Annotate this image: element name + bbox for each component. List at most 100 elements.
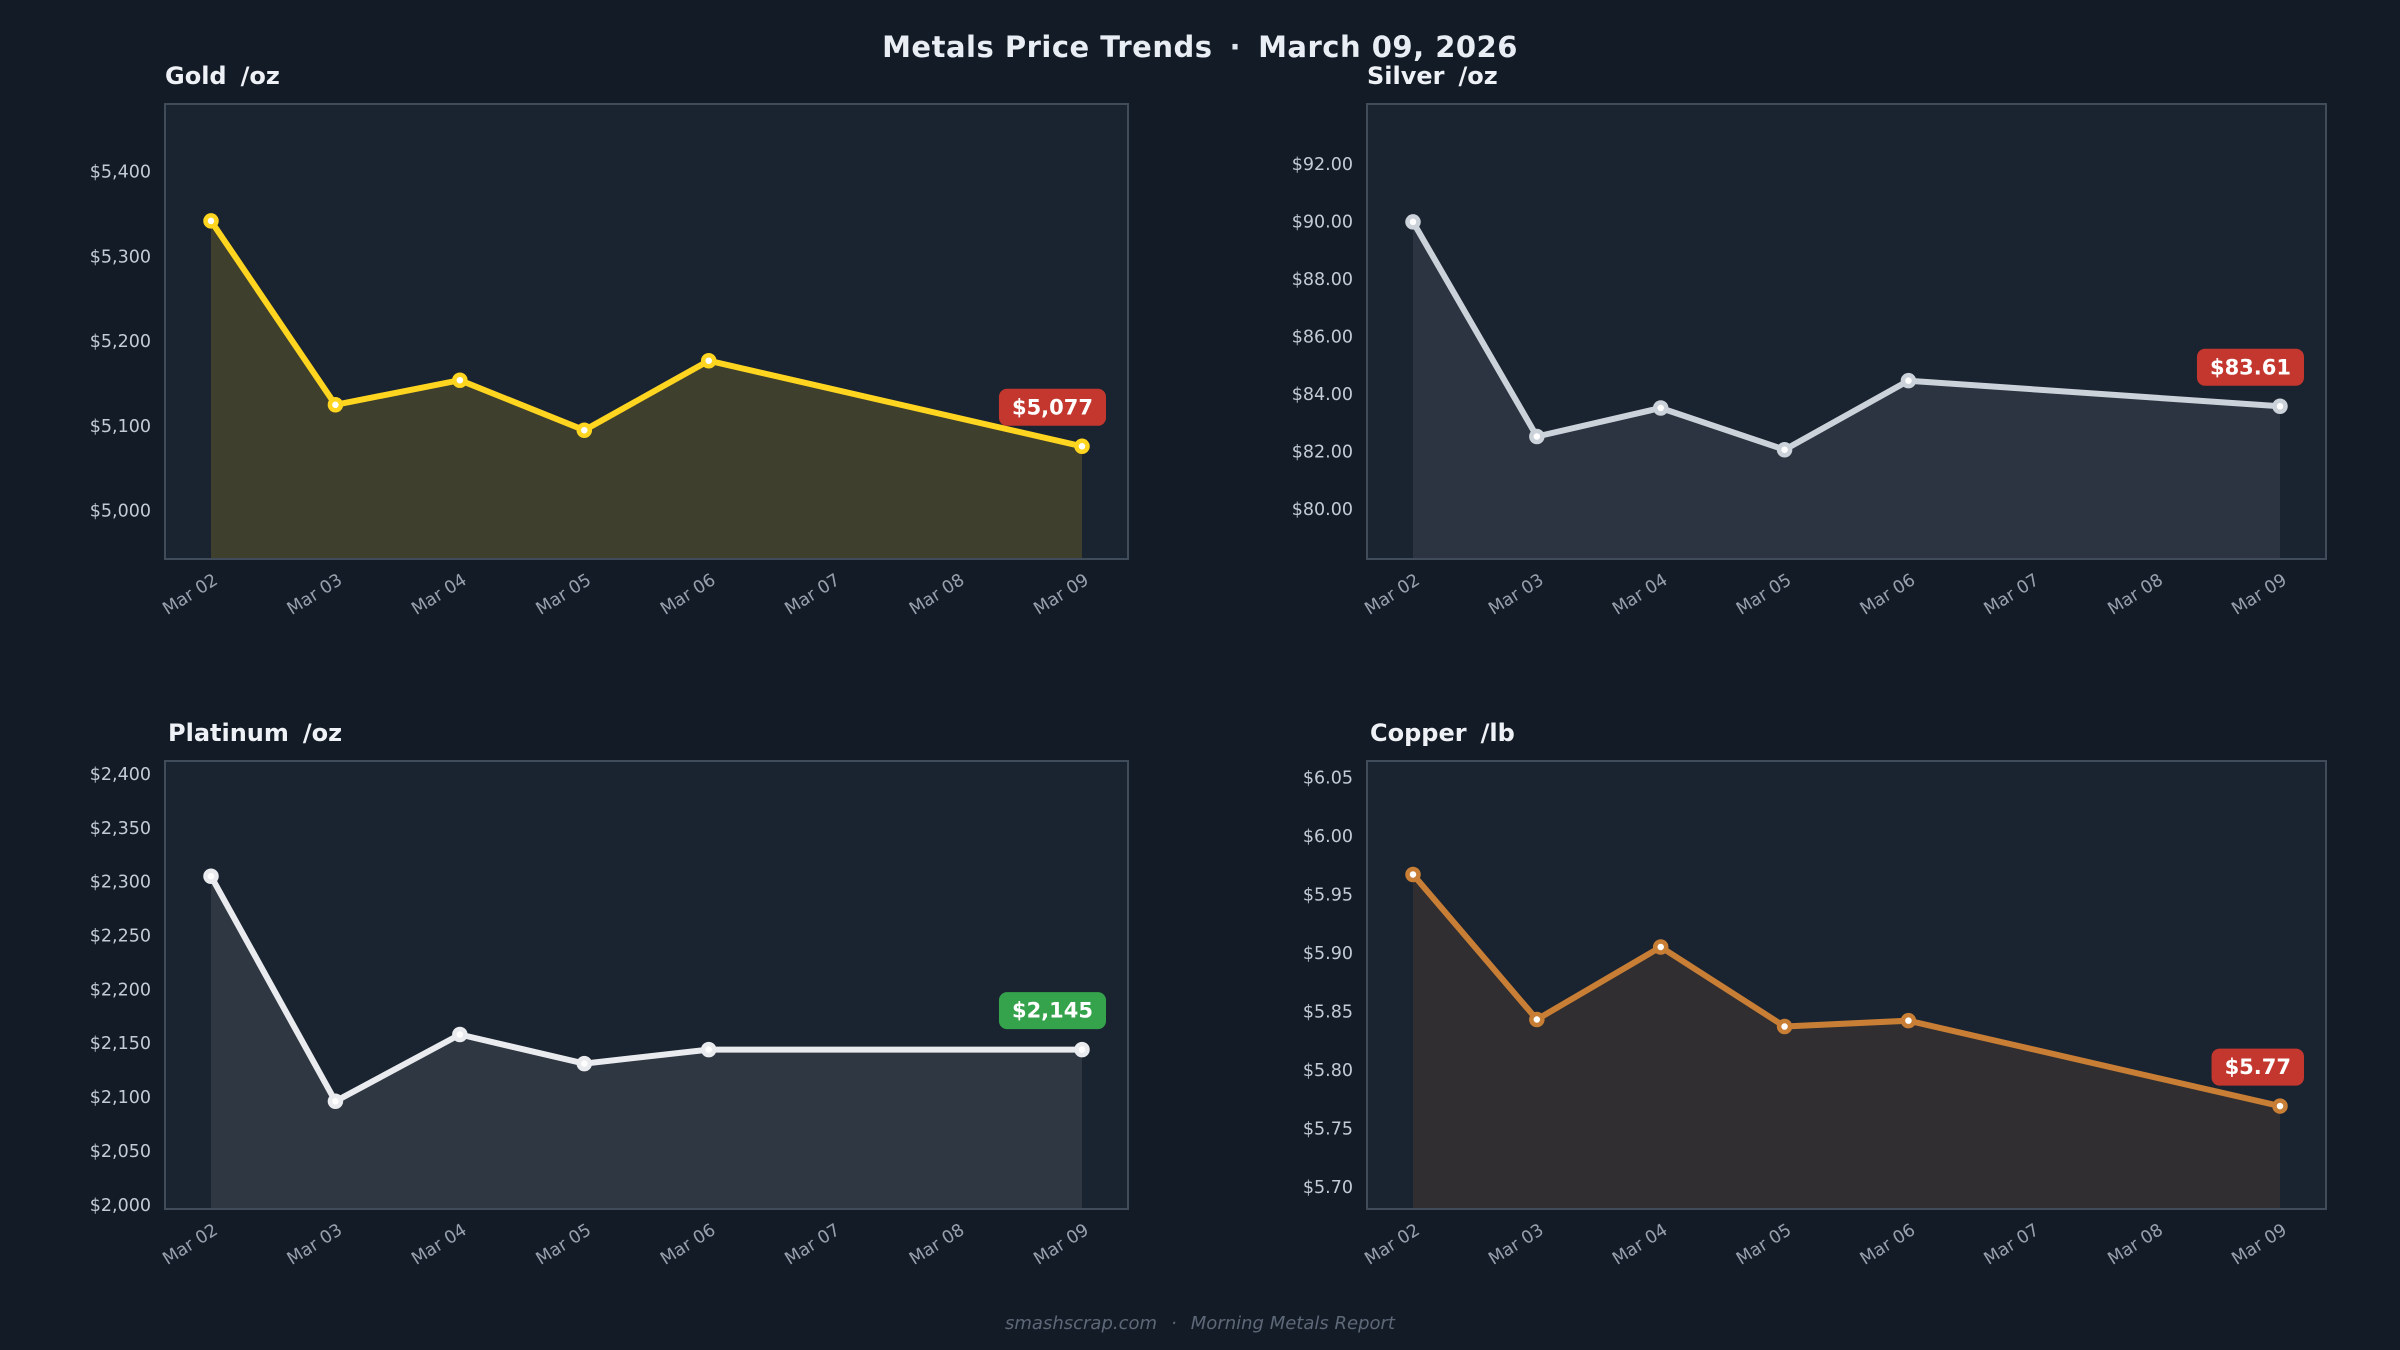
gold-title-name: Gold xyxy=(165,62,227,90)
price-badge xyxy=(998,388,1106,426)
x-axis-tick-label: Mar 05 xyxy=(1733,570,1795,619)
y-axis-tick-label: $5.70 xyxy=(1303,1178,1353,1198)
data-point-marker xyxy=(452,1026,468,1043)
y-axis-tick-label: $2,400 xyxy=(90,765,151,785)
data-point-marker xyxy=(700,352,717,369)
x-axis-tick-label: Mar 06 xyxy=(1857,1220,1919,1269)
x-axis-tick-label: Mar 04 xyxy=(408,1220,470,1269)
footer: smashscrap.com · Morning Metals Report xyxy=(0,1313,2400,1334)
plot-area xyxy=(164,760,1129,1210)
footer-site: smashscrap.com xyxy=(1005,1313,1158,1334)
data-point-marker xyxy=(1529,428,1545,445)
data-point-marker xyxy=(576,1055,593,1072)
price-line xyxy=(1410,871,2283,1110)
copper-chart-title: Copper/lb xyxy=(1370,719,1515,747)
x-axis-tick-label: Mar 04 xyxy=(1609,570,1671,619)
copper-title-name: Copper xyxy=(1370,719,1467,747)
silver-chart-title: Silver/oz xyxy=(1367,62,1498,90)
data-point-marker xyxy=(1529,1011,1545,1028)
y-axis-tick-label: $2,000 xyxy=(90,1196,151,1216)
x-axis-tick-label: Mar 06 xyxy=(657,1220,719,1269)
price-badge xyxy=(998,992,1106,1030)
data-point-marker xyxy=(327,1093,344,1110)
title-separator: · xyxy=(1229,30,1242,64)
y-axis-tick-label: $2,100 xyxy=(90,1088,151,1108)
x-axis-tick-label: Mar 02 xyxy=(159,570,221,619)
x-axis-tick-label: Mar 09 xyxy=(2228,570,2290,619)
platinum-title-name: Platinum xyxy=(168,719,289,747)
page-title-date: March 09, 2026 xyxy=(1258,30,1518,64)
x-axis-tick-label: Mar 02 xyxy=(159,1220,221,1269)
data-point-marker xyxy=(1652,939,1669,955)
gold-chart-title: Gold/oz xyxy=(165,62,280,90)
price-line xyxy=(1410,218,2283,453)
price-line xyxy=(208,873,1085,1105)
y-axis-tick-label: $2,150 xyxy=(90,1034,151,1054)
gold-chart: $5,400 $5,300 $5,200 $5,100 $5,000 Mar 02 Mar … xyxy=(90,103,1129,619)
x-axis-tick-label: Mar 08 xyxy=(2105,570,2167,619)
y-axis-tick-label: $90.00 xyxy=(1292,212,1353,232)
y-axis-tick-label: $5.95 xyxy=(1303,886,1353,906)
price-badge xyxy=(2211,1048,2304,1086)
y-axis-tick-label: $82.00 xyxy=(1292,443,1353,463)
plot-area xyxy=(1366,760,2327,1210)
x-axis-tick-label: Mar 02 xyxy=(1361,570,1423,619)
x-axis-tick-label: Mar 06 xyxy=(657,570,719,619)
y-axis-tick-label: $2,250 xyxy=(90,927,151,947)
data-point-marker xyxy=(1405,866,1421,883)
x-axis-tick-label: Mar 04 xyxy=(1609,1220,1671,1269)
x-axis-tick-label: Mar 07 xyxy=(782,570,844,619)
x-axis-tick-label: Mar 03 xyxy=(1485,570,1547,619)
y-axis-tick-label: $2,050 xyxy=(90,1142,151,1162)
area-fill xyxy=(1413,221,2280,558)
price-badge-label: $5,077 xyxy=(1012,395,1093,419)
x-axis-tick-label: Mar 09 xyxy=(1030,1220,1092,1269)
data-point-marker xyxy=(1405,214,1421,230)
data-point-marker xyxy=(1900,1012,1917,1029)
x-axis-tick-label: Mar 07 xyxy=(1981,1220,2043,1269)
plot-area xyxy=(164,103,1129,560)
data-point-marker xyxy=(1652,400,1669,416)
data-point-marker xyxy=(576,422,593,438)
price-badge xyxy=(2196,348,2304,386)
platinum-title-unit: /oz xyxy=(302,719,343,747)
x-axis-tick-label: Mar 02 xyxy=(1361,1220,1423,1269)
y-axis-tick-label: $5,200 xyxy=(90,332,151,352)
footer-report: Morning Metals Report xyxy=(1190,1313,1395,1334)
x-axis-tick-label: Mar 08 xyxy=(906,570,968,619)
price-badge-label: $83.61 xyxy=(2210,355,2291,379)
x-axis-tick-label: Mar 04 xyxy=(408,570,470,619)
data-point-marker xyxy=(2272,1098,2288,1114)
x-axis-tick-label: Mar 09 xyxy=(2228,1220,2290,1269)
x-axis-tick-label: Mar 03 xyxy=(284,570,346,619)
y-axis-tick-label: $6.05 xyxy=(1303,769,1353,789)
y-axis-tick-label: $5.85 xyxy=(1303,1002,1353,1022)
y-axis-tick-label: $88.00 xyxy=(1292,270,1353,290)
y-axis-tick-label: $84.00 xyxy=(1292,385,1353,405)
data-point-marker xyxy=(327,397,344,413)
price-line xyxy=(208,217,1085,450)
area-fill xyxy=(211,220,1082,558)
x-axis-tick-label: Mar 08 xyxy=(2105,1220,2167,1269)
copper-title-unit: /lb xyxy=(1480,719,1515,747)
silver-title-name: Silver xyxy=(1367,62,1445,90)
silver-title-unit: /oz xyxy=(1458,62,1498,90)
y-axis-tick-label: $92.00 xyxy=(1292,155,1353,175)
x-axis-tick-label: Mar 07 xyxy=(1981,570,2043,619)
y-axis-tick-label: $80.00 xyxy=(1292,500,1353,520)
gold-title-unit: /oz xyxy=(240,62,280,90)
area-fill xyxy=(1413,874,2280,1208)
x-axis-tick-label: Mar 07 xyxy=(782,1220,844,1269)
price-badge-label: $2,145 xyxy=(1012,999,1093,1023)
page-title: Metals Price Trends · March 09, 2026 xyxy=(0,30,2400,64)
price-badge-label: $5.77 xyxy=(2225,1055,2291,1079)
data-point-marker xyxy=(452,372,468,388)
x-axis-tick-label: Mar 09 xyxy=(1030,570,1092,619)
copper-chart: $6.05 $6.00 $5.95 $5.90 $5.85 $5.80 $5.75 $5.70… xyxy=(1303,760,2327,1269)
y-axis-tick-label: $5.90 xyxy=(1303,944,1353,964)
data-point-marker xyxy=(203,868,219,884)
data-point-marker xyxy=(1900,372,1917,389)
y-axis-tick-label: $5,300 xyxy=(90,247,151,267)
x-axis-tick-label: Mar 05 xyxy=(533,570,595,619)
